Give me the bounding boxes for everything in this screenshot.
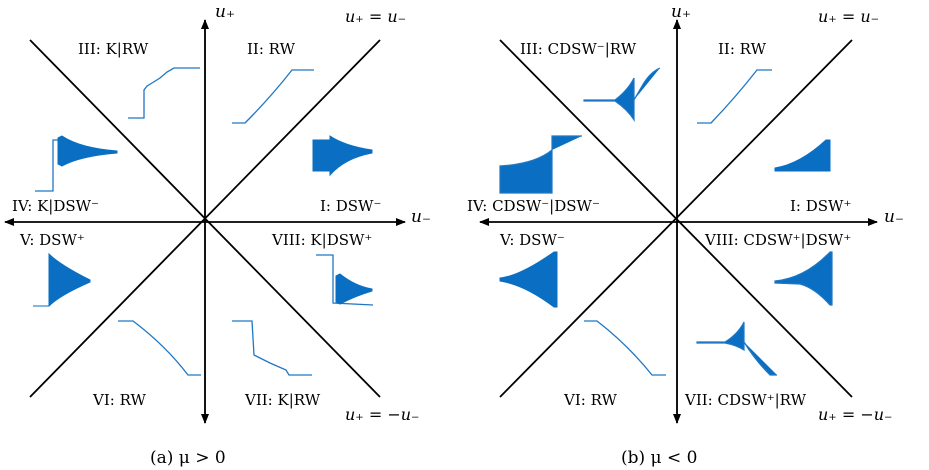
panel-b-diagonal-anti — [499, 39, 853, 398]
panel-b-wave-VIII-cdsw-dsw — [774, 251, 833, 306]
panel-a-region-VIII: VIII: K|DSW⁺ — [271, 231, 372, 249]
panel-b-wave-III-cdsw-rw — [583, 67, 661, 123]
panel-a-wave-VIII-k-dsw — [316, 254, 374, 306]
panel-b-wave-VII-cdsw-rw — [696, 321, 777, 376]
panel-a-wave-I-dsw — [312, 135, 373, 177]
panel-b-region-V: V: DSW⁻ — [499, 231, 565, 249]
panel-a-region-VII: VII: K|RW — [244, 391, 321, 409]
panel-a-diag-anti-label: u₊ = −u₋ — [345, 405, 419, 424]
panel-a-x-label: u₋ — [411, 207, 431, 227]
panel-b-wave-IV-cdsw-dsw — [499, 135, 582, 194]
panel-a-wave-II-rw — [232, 69, 314, 124]
panel-a: u₊ u₋ u₊ = u₋ u₊ = −u₋ III: K|RW II: RW … — [4, 2, 431, 468]
panel-b-region-IV: IV: CDSW⁻|DSW⁻ — [467, 197, 600, 215]
panel-b-region-I: I: DSW⁺ — [790, 197, 851, 215]
panel-a-wave-VII-k-rw — [232, 320, 312, 376]
panel-a-region-IV: IV: K|DSW⁻ — [12, 197, 99, 215]
panel-b: u₊ u₋ u₊ = u₋ u₊ = −u₋ III: CDSW⁻|RW II:… — [467, 2, 904, 468]
panel-b-diag-anti-label: u₊ = −u₋ — [818, 405, 892, 424]
panel-b-wave-I-dsw — [774, 139, 831, 172]
panel-b-wave-II-rw — [697, 69, 772, 124]
panel-b-x-label: u₋ — [884, 207, 904, 227]
panel-a-region-II: II: RW — [247, 40, 296, 58]
panel-b-region-II: II: RW — [718, 40, 767, 58]
panel-a-diagonal-anti — [29, 39, 381, 398]
panel-b-region-VI: VI: RW — [563, 391, 618, 409]
panel-b-wave-V-dsw — [499, 251, 558, 308]
panel-a-region-VI: VI: RW — [92, 391, 147, 409]
panel-b-y-label: u₊ — [671, 2, 691, 22]
panel-b-caption: (b) μ < 0 — [621, 448, 697, 468]
panel-b-diag-main-label: u₊ = u₋ — [818, 7, 879, 26]
panel-a-wave-VI-rw — [118, 320, 201, 376]
panel-a-region-III: III: K|RW — [78, 40, 149, 58]
panel-b-region-VII: VII: CDSW⁺|RW — [684, 391, 807, 409]
panel-b-region-III: III: CDSW⁻|RW — [520, 40, 637, 58]
panel-a-wave-IV-k-dsw — [35, 135, 118, 192]
panel-a-region-I: I: DSW⁻ — [320, 197, 381, 215]
panel-b-wave-VI-rw — [584, 320, 666, 376]
panel-a-region-V: V: DSW⁺ — [19, 231, 85, 249]
panel-a-wave-III-k-rw — [128, 67, 200, 119]
panel-a-diag-main-label: u₊ = u₋ — [345, 7, 406, 26]
panel-b-region-VIII: VIII: CDSW⁺|DSW⁺ — [704, 231, 851, 249]
panel-a-wave-V-dsw — [33, 252, 91, 307]
panel-a-caption: (a) μ > 0 — [150, 448, 226, 468]
panel-a-y-label: u₊ — [215, 2, 235, 22]
